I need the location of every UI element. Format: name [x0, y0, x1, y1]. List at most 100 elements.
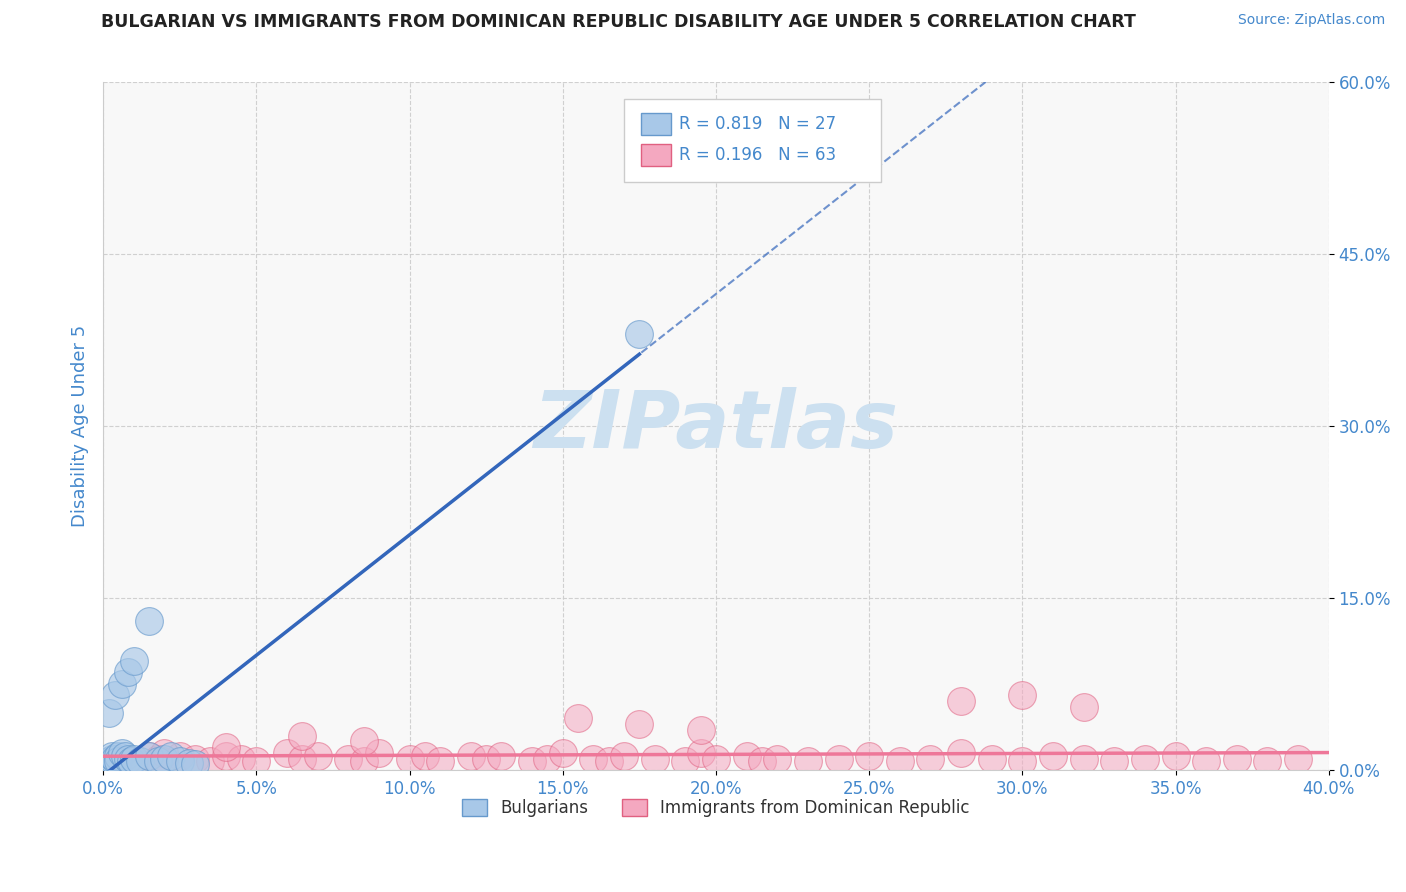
Point [96, 757, 118, 772]
Point [104, 751, 127, 765]
Y-axis label: Disability Age Under 5: Disability Age Under 5 [72, 325, 89, 527]
Point [827, 751, 849, 765]
Point [673, 754, 696, 768]
Point [122, 751, 145, 765]
Point [138, 614, 160, 628]
Point [215, 740, 238, 755]
Point [117, 751, 139, 765]
Point [138, 749, 160, 764]
Point [117, 665, 139, 680]
Point [291, 751, 314, 765]
Point [889, 754, 911, 768]
Point [169, 754, 191, 768]
Text: R = 0.819   N = 27: R = 0.819 N = 27 [679, 115, 837, 133]
Point [98, 754, 121, 768]
FancyBboxPatch shape [641, 145, 671, 167]
Point [689, 723, 711, 737]
Point [628, 327, 651, 342]
Point [245, 754, 267, 768]
Point [751, 754, 773, 768]
Point [520, 754, 543, 768]
Point [582, 751, 605, 765]
Point [153, 751, 176, 765]
Point [460, 749, 482, 764]
Point [229, 751, 252, 765]
Point [122, 654, 145, 668]
Point [920, 751, 942, 765]
Point [276, 746, 298, 760]
Point [169, 749, 191, 764]
Point [353, 754, 375, 768]
Point [101, 751, 124, 765]
Point [148, 754, 170, 768]
Text: R = 0.196   N = 63: R = 0.196 N = 63 [679, 146, 837, 164]
Point [107, 754, 129, 768]
Point [159, 749, 181, 764]
Text: Source: ZipAtlas.com: Source: ZipAtlas.com [1237, 13, 1385, 28]
Point [536, 751, 558, 765]
Point [644, 751, 666, 765]
Point [1286, 751, 1309, 765]
Point [950, 694, 973, 708]
Point [107, 749, 129, 764]
Point [215, 749, 238, 764]
Point [104, 689, 127, 703]
Point [704, 751, 727, 765]
Point [475, 751, 498, 765]
Point [980, 751, 1002, 765]
Point [1011, 754, 1033, 768]
Point [491, 749, 513, 764]
Text: BULGARIAN VS IMMIGRANTS FROM DOMINICAN REPUBLIC DISABILITY AGE UNDER 5 CORRELATI: BULGARIAN VS IMMIGRANTS FROM DOMINICAN R… [101, 13, 1136, 31]
Point [429, 754, 451, 768]
Point [797, 754, 820, 768]
Point [110, 677, 132, 691]
Point [858, 749, 880, 764]
Point [122, 754, 145, 768]
Point [184, 751, 207, 765]
Point [107, 751, 129, 765]
Point [153, 746, 176, 760]
Point [1104, 754, 1126, 768]
Point [177, 756, 200, 771]
Point [735, 749, 758, 764]
Point [1073, 751, 1095, 765]
Point [689, 746, 711, 760]
Point [138, 749, 160, 764]
Point [129, 754, 152, 768]
Point [766, 751, 789, 765]
Point [950, 746, 973, 760]
Point [307, 749, 329, 764]
Point [598, 754, 620, 768]
Point [1256, 754, 1278, 768]
Text: ZIPatlas: ZIPatlas [533, 387, 898, 465]
Point [148, 751, 170, 765]
Point [1011, 689, 1033, 703]
Point [567, 711, 589, 725]
Point [413, 749, 436, 764]
Point [337, 751, 360, 765]
Point [1133, 751, 1156, 765]
Point [184, 757, 207, 772]
Point [1042, 749, 1064, 764]
Point [101, 749, 124, 764]
Point [291, 729, 314, 743]
Legend: Bulgarians, Immigrants from Dominican Republic: Bulgarians, Immigrants from Dominican Re… [456, 792, 976, 823]
FancyBboxPatch shape [624, 99, 882, 182]
Point [114, 749, 136, 764]
Point [1195, 754, 1218, 768]
Point [120, 754, 142, 768]
Point [1073, 699, 1095, 714]
Point [398, 751, 420, 765]
Point [110, 746, 132, 760]
Point [200, 754, 222, 768]
FancyBboxPatch shape [641, 112, 671, 135]
Point [613, 749, 636, 764]
Point [98, 706, 121, 720]
Point [353, 734, 375, 748]
Point [1226, 751, 1249, 765]
Point [1164, 749, 1187, 764]
Point [153, 754, 176, 768]
Point [628, 717, 651, 731]
Point [551, 746, 574, 760]
Point [367, 746, 389, 760]
